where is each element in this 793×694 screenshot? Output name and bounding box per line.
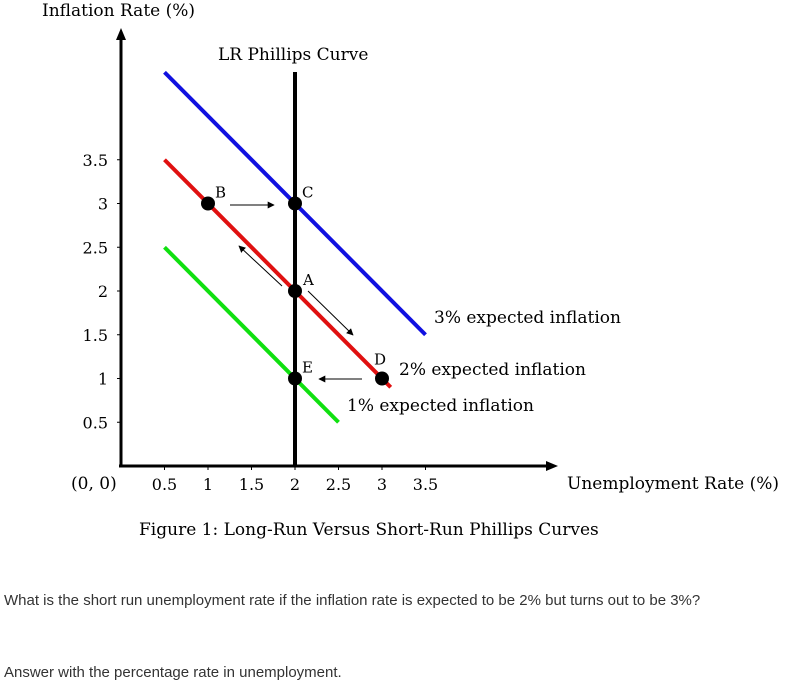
x-tick-label: 2.5	[326, 475, 351, 494]
y-tick-label: 1	[98, 370, 108, 389]
point-c	[288, 196, 302, 211]
y-tick-label: 3	[98, 195, 108, 214]
x-tick-label: 3.5	[413, 475, 438, 494]
origin-label: (0, 0)	[71, 474, 117, 494]
point-label-d: D	[374, 351, 386, 369]
arrow-a-to-b	[238, 245, 283, 287]
x-axis-arrowhead	[546, 461, 558, 471]
series-line-2pct-expected	[163, 158, 393, 389]
y-tick-label: 1.5	[83, 326, 108, 345]
figure-caption: Figure 1: Long-Run Versus Short-Run Phil…	[139, 520, 599, 540]
x-axis-label: Unemployment Rate (%)	[567, 474, 779, 494]
arrow-a-to-d	[307, 290, 354, 336]
series-label-1pct: 1% expected inflation	[347, 396, 534, 416]
y-tick-label: 2.5	[83, 238, 108, 257]
answer-instruction: Answer with the percentage rate in unemp…	[4, 664, 342, 681]
question-text: What is the short run unemployment rate …	[4, 592, 701, 609]
point-label-b: B	[215, 184, 226, 202]
point-label-e: E	[302, 359, 313, 377]
x-tick-label: 2	[290, 475, 300, 494]
y-tick-label: 2	[98, 282, 108, 301]
series-line-1pct-expected	[163, 245, 340, 424]
x-tick-label: 1	[203, 475, 213, 494]
phillips-curve-chart: Inflation Rate (%) Unemployment Rate (%)…	[42, 1, 779, 540]
x-tick-label: 0.5	[152, 475, 177, 494]
series-label-2pct: 2% expected inflation	[399, 360, 586, 380]
series-label-3pct: 3% expected inflation	[434, 308, 621, 328]
point-e	[288, 371, 302, 386]
y-axis-label: Inflation Rate (%)	[42, 1, 195, 21]
tick-group: 0.5 1 1.5 2 2.5 3 3.5 0.5 1 1.5 2 2.5 3 3.5	[83, 151, 439, 494]
point-a	[288, 284, 302, 298]
y-tick-label: 3.5	[83, 151, 108, 170]
y-tick-label: 0.5	[83, 413, 108, 432]
point-d	[375, 371, 389, 386]
y-axis-arrowhead	[116, 28, 126, 40]
point-label-a: A	[302, 271, 314, 289]
point-b	[201, 196, 215, 211]
x-tick-label: 3	[377, 475, 387, 494]
x-tick-label: 1.5	[239, 475, 264, 494]
point-label-c: C	[302, 184, 313, 202]
lr-phillips-curve-label: LR Phillips Curve	[218, 45, 368, 65]
points-group: A B C D E	[201, 184, 389, 386]
